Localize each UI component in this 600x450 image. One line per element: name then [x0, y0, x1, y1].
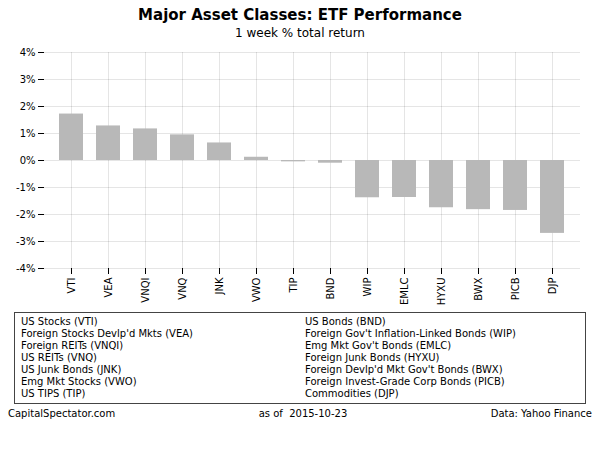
svg-text:-2%: -2% [16, 209, 35, 220]
html-text:US Bonds (BND): US Bonds (BND) [305, 316, 386, 327]
html-text:Foreign Stocks Devlp'd Mkts (V: Foreign Stocks Devlp'd Mkts (VEA) [21, 328, 193, 339]
svg-text:1%: 1% [20, 128, 36, 139]
html-text:Data: Yahoo Finance: Data: Yahoo Finance [490, 408, 592, 419]
html-text:Foreign Devlp'd Mkt Gov't Bond: Foreign Devlp'd Mkt Gov't Bonds (BWX) [305, 364, 503, 375]
svg-text:VTI: VTI [66, 278, 77, 294]
html-text:Major Asset Classes: ETF Perfo: Major Asset Classes: ETF Performance [138, 6, 462, 24]
html-text:CapitalSpectator.com: CapitalSpectator.com [8, 408, 116, 419]
html-text:Foreign Gov't Inflation-Linked: Foreign Gov't Inflation-Linked Bonds (WI… [305, 328, 516, 339]
svg-text:4%: 4% [20, 47, 36, 58]
html-text:Emg Mkt Gov't Bonds (EMLC): Emg Mkt Gov't Bonds (EMLC) [305, 340, 452, 351]
svg-text:VNQI: VNQI [140, 278, 151, 303]
html-text:1 week % total return: 1 week % total return [235, 26, 365, 40]
svg-text:3%: 3% [20, 74, 36, 85]
html-text:US TIPS (TIP): US TIPS (TIP) [21, 388, 86, 399]
svg-text:BWX: BWX [473, 277, 484, 300]
html-text:Foreign Invest-Grade Corp Bond: Foreign Invest-Grade Corp Bonds (PICB) [305, 376, 505, 387]
html-text:Emg Mkt Stocks (VWO): Emg Mkt Stocks (VWO) [21, 376, 137, 387]
svg-text:EMLC: EMLC [399, 277, 410, 305]
svg-text:TIP: TIP [288, 278, 299, 294]
svg-text:VWO: VWO [251, 277, 262, 302]
html-text:US Junk Bonds (JNK): US Junk Bonds (JNK) [21, 364, 122, 375]
svg-text:VNQ: VNQ [177, 277, 188, 299]
html-text:as of 2015-10-23: as of 2015-10-23 [258, 408, 348, 419]
html-text:US Stocks (VTI): US Stocks (VTI) [21, 316, 98, 327]
html-text:US REITs (VNQ): US REITs (VNQ) [21, 352, 97, 363]
svg-text:PICB: PICB [510, 277, 521, 300]
svg-text:DJP: DJP [547, 278, 558, 295]
html-text:Foreign Junk Bonds (HYXU): Foreign Junk Bonds (HYXU) [305, 352, 440, 363]
svg-text:-3%: -3% [16, 236, 35, 247]
svg-text:VEA: VEA [103, 277, 114, 297]
html-text:Commodities (DJP): Commodities (DJP) [305, 388, 399, 399]
svg-text:HYXU: HYXU [436, 278, 447, 306]
svg-text:0%: 0% [20, 155, 36, 166]
svg-text:JNK: JNK [214, 277, 225, 295]
svg-text:2%: 2% [20, 101, 36, 112]
svg-text:-4%: -4% [16, 263, 35, 274]
svg-text:WIP: WIP [362, 278, 373, 297]
svg-text:BND: BND [325, 277, 336, 299]
svg-text:-1%: -1% [16, 182, 35, 193]
html-text:Foreign REITs (VNQI): Foreign REITs (VNQI) [21, 340, 124, 351]
